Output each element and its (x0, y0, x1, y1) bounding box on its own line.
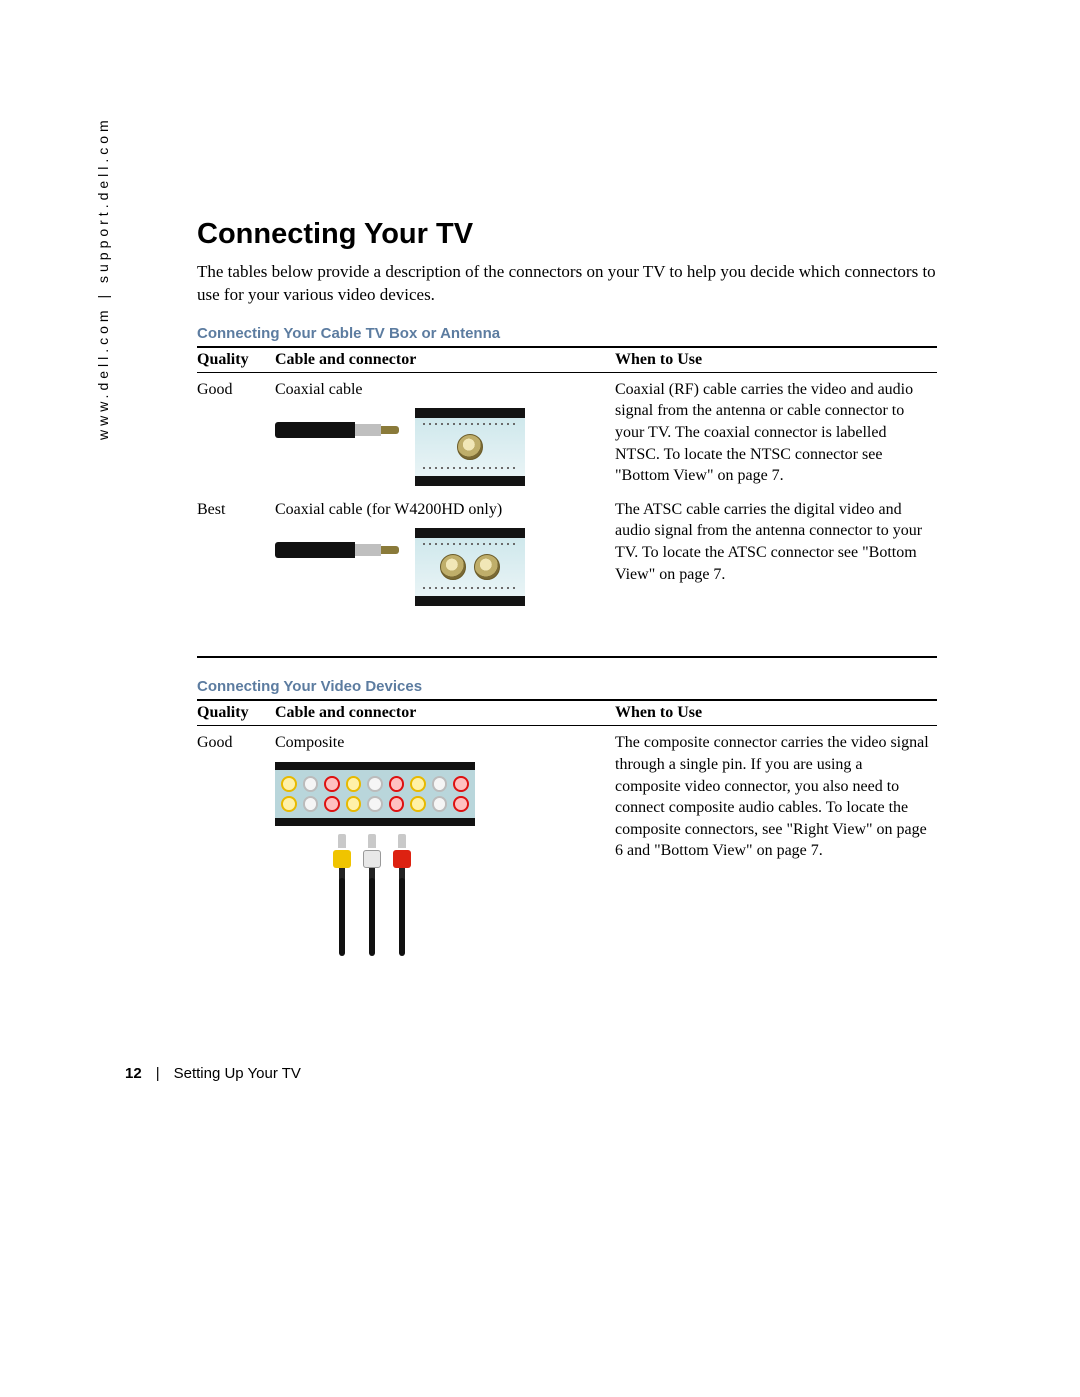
footer-separator: | (156, 1065, 160, 1082)
rf-jack-icon (474, 554, 500, 580)
cable-label: Coaxial cable (for W4200HD only) (275, 501, 502, 518)
section-divider (197, 656, 937, 658)
quality-cell: Good (197, 372, 275, 492)
section1-table: Quality Cable and connector When to Use … (197, 346, 937, 613)
cable-label: Coaxial cable (275, 381, 363, 398)
cable-cell: Composite (275, 726, 615, 970)
quality-cell: Best (197, 493, 275, 613)
intro-paragraph: The tables below provide a description o… (197, 261, 937, 307)
composite-illustration (275, 762, 609, 964)
page-title: Connecting Your TV (197, 218, 937, 251)
col-when-header: When to Use (615, 700, 937, 726)
page-number: 12 (125, 1065, 142, 1082)
section2-table: Quality Cable and connector When to Use … (197, 699, 937, 970)
rf-panel-single-icon (415, 408, 525, 486)
col-cable-header: Cable and connector (275, 347, 615, 373)
coax-illustration-1 (275, 408, 609, 486)
sidebar-url-text: www.dell.com | support.dell.com (95, 116, 111, 440)
rf-panel-dual-icon (415, 528, 525, 606)
col-cable-header: Cable and connector (275, 700, 615, 726)
col-when-header: When to Use (615, 347, 937, 373)
coax-cable-icon (275, 408, 405, 452)
table-row: Best Coaxial cable (for W4200HD only) Th… (197, 493, 937, 613)
section1-heading: Connecting Your Cable TV Box or Antenna (197, 325, 937, 342)
coax-cable-icon (275, 528, 405, 572)
page-content: Connecting Your TV The tables below prov… (197, 218, 937, 970)
coax-illustration-2 (275, 528, 609, 606)
rf-jack-icon (457, 434, 483, 460)
cable-label: Composite (275, 734, 344, 751)
when-cell: The ATSC cable carries the digital video… (615, 493, 937, 613)
composite-panel-icon (275, 762, 475, 826)
cable-cell: Coaxial cable (for W4200HD only) (275, 493, 615, 613)
rca-cables-icon (315, 834, 435, 964)
footer-section-name: Setting Up Your TV (174, 1065, 301, 1082)
quality-cell: Good (197, 726, 275, 970)
when-cell: Coaxial (RF) cable carries the video and… (615, 372, 937, 492)
rf-jack-icon (440, 554, 466, 580)
section2-heading: Connecting Your Video Devices (197, 678, 937, 695)
cable-cell: Coaxial cable (275, 372, 615, 492)
col-quality-header: Quality (197, 700, 275, 726)
col-quality-header: Quality (197, 347, 275, 373)
when-cell: The composite connector carries the vide… (615, 726, 937, 970)
table-row: Good Composite (197, 726, 937, 970)
page-footer: 12 | Setting Up Your TV (125, 1065, 301, 1082)
table-row: Good Coaxial cable Coaxial (RF) cable ca… (197, 372, 937, 492)
